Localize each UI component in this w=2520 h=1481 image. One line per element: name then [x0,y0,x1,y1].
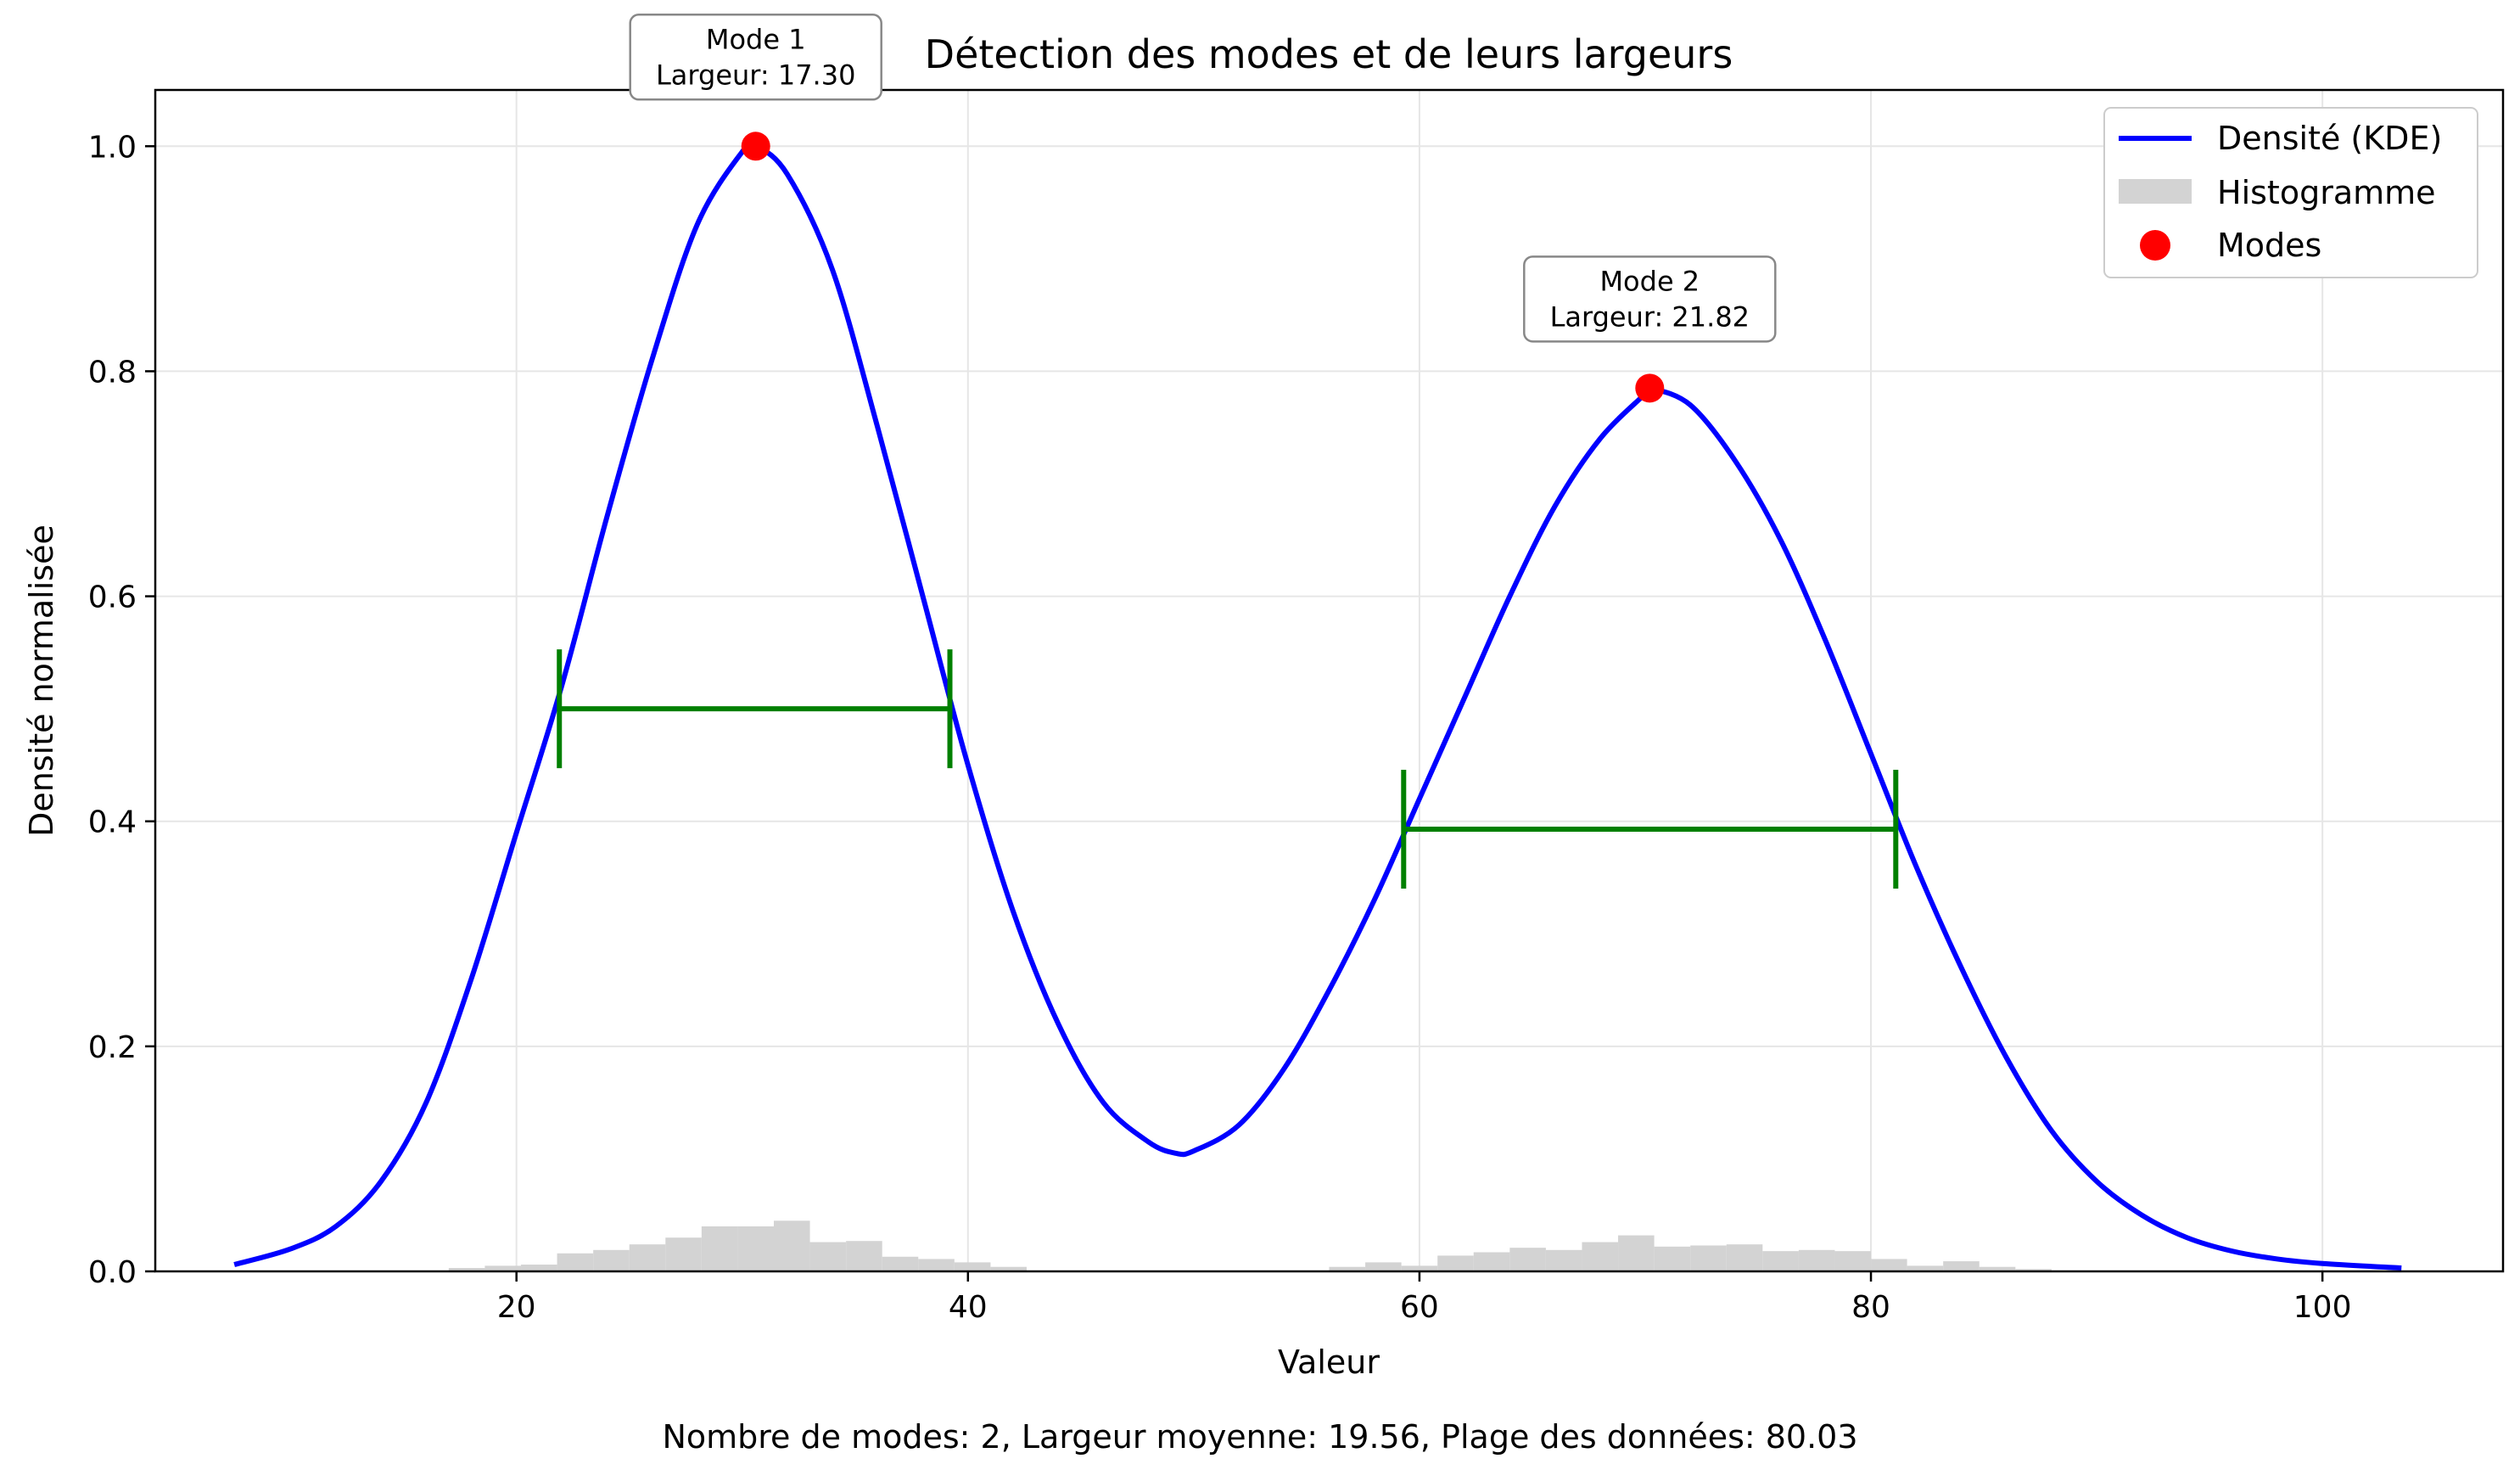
axes-frame [145,88,2505,1282]
histogram-bar [1509,1248,1546,1271]
y-tick-label: 1.0 [88,130,137,165]
mode-1-annotation-box [629,14,882,101]
x-tick-label: 60 [1400,1290,1439,1325]
mode-1-annotation-title: Mode 1 [706,23,806,55]
histogram-bar [1618,1235,1655,1271]
histogram-bar [665,1237,702,1271]
mode-2-marker [1635,373,1665,403]
mode-2-annotation-title: Mode 2 [1599,265,1700,297]
histogram-bar [448,1268,485,1271]
tick-labels: 20 40 60 80 100 0.0 0.2 0.4 0.6 0.8 1.0 [88,130,2352,1325]
y-axis-label: Densité normalisée [23,525,60,837]
histogram-bar [954,1262,991,1271]
mode-2-annotation-width: Largeur: 21.82 [1550,300,1750,333]
footer-summary: Nombre de modes: 2, Largeur moyenne: 19.… [662,1418,1857,1456]
histogram [448,1220,2052,1271]
y-tick-label: 0.2 [88,1030,137,1065]
mode-1-annotation: Mode 1 Largeur: 17.30 [629,14,882,101]
histogram-bar [1545,1249,1582,1271]
histogram-bar [1726,1244,1763,1271]
x-tick-label: 80 [1851,1290,1890,1325]
histogram-bar [1654,1246,1691,1271]
histogram-bar [1871,1259,1907,1271]
legend-modes-swatch [2140,230,2170,261]
histogram-bar [737,1226,774,1271]
histogram-bar [1582,1242,1619,1271]
histogram-bar [1979,1266,2016,1271]
kde-line [233,140,2402,1271]
kde-curve [233,140,2402,1271]
histogram-bar [484,1265,522,1271]
histogram-bar [990,1266,1027,1271]
legend-box [2103,107,2478,278]
mode-width-bars [557,649,1899,889]
histogram-bar [809,1242,847,1271]
histogram-bar [2015,1269,2052,1271]
x-tick-label: 40 [949,1290,988,1325]
histogram-bar [1329,1266,1366,1271]
histogram-bar [882,1256,919,1271]
histogram-bar [846,1241,882,1271]
legend: Densité (KDE) Histogramme Modes [2103,107,2478,278]
mode-2-annotation-box [1523,255,1777,343]
histogram-bar [1401,1265,1438,1271]
histogram-bar [1473,1252,1510,1271]
mode-1-marker [741,132,770,161]
histogram-bar [773,1220,810,1271]
axes-border [154,88,2505,1273]
histogram-bar [629,1244,666,1271]
histogram-bar [701,1226,738,1271]
x-tick-label: 100 [2293,1290,2352,1325]
plot-background [155,90,2503,1271]
histogram-bar [1943,1261,1980,1271]
y-tick-label: 0.4 [88,805,137,840]
histogram-bar [521,1265,557,1271]
histogram-bar [1690,1245,1727,1271]
legend-kde-label: Densité (KDE) [2217,120,2442,157]
legend-hist-label: Histogramme [2217,174,2436,211]
histogram-bar [1437,1255,1474,1271]
x-axis-label: Valeur [1278,1344,1380,1381]
histogram-bar [593,1249,630,1271]
chart-title: Détection des modes et de leurs largeurs [925,31,1733,77]
mode-markers [741,132,1665,403]
x-tick-label: 20 [497,1290,536,1325]
histogram-bar [1762,1251,1799,1271]
histogram-bar [1798,1249,1835,1271]
histogram-bar [918,1259,955,1271]
histogram-bar [1834,1251,1872,1271]
histogram-bar [1365,1262,1402,1271]
mode-1-annotation-width: Largeur: 17.30 [656,59,855,91]
legend-hist-swatch [2119,179,2192,204]
y-tick-label: 0.8 [88,355,137,390]
histogram-bar [557,1253,594,1271]
y-tick-label: 0.6 [88,581,137,615]
legend-modes-label: Modes [2217,227,2321,264]
y-tick-label: 0.0 [88,1255,137,1290]
histogram-bar [1907,1265,1944,1271]
